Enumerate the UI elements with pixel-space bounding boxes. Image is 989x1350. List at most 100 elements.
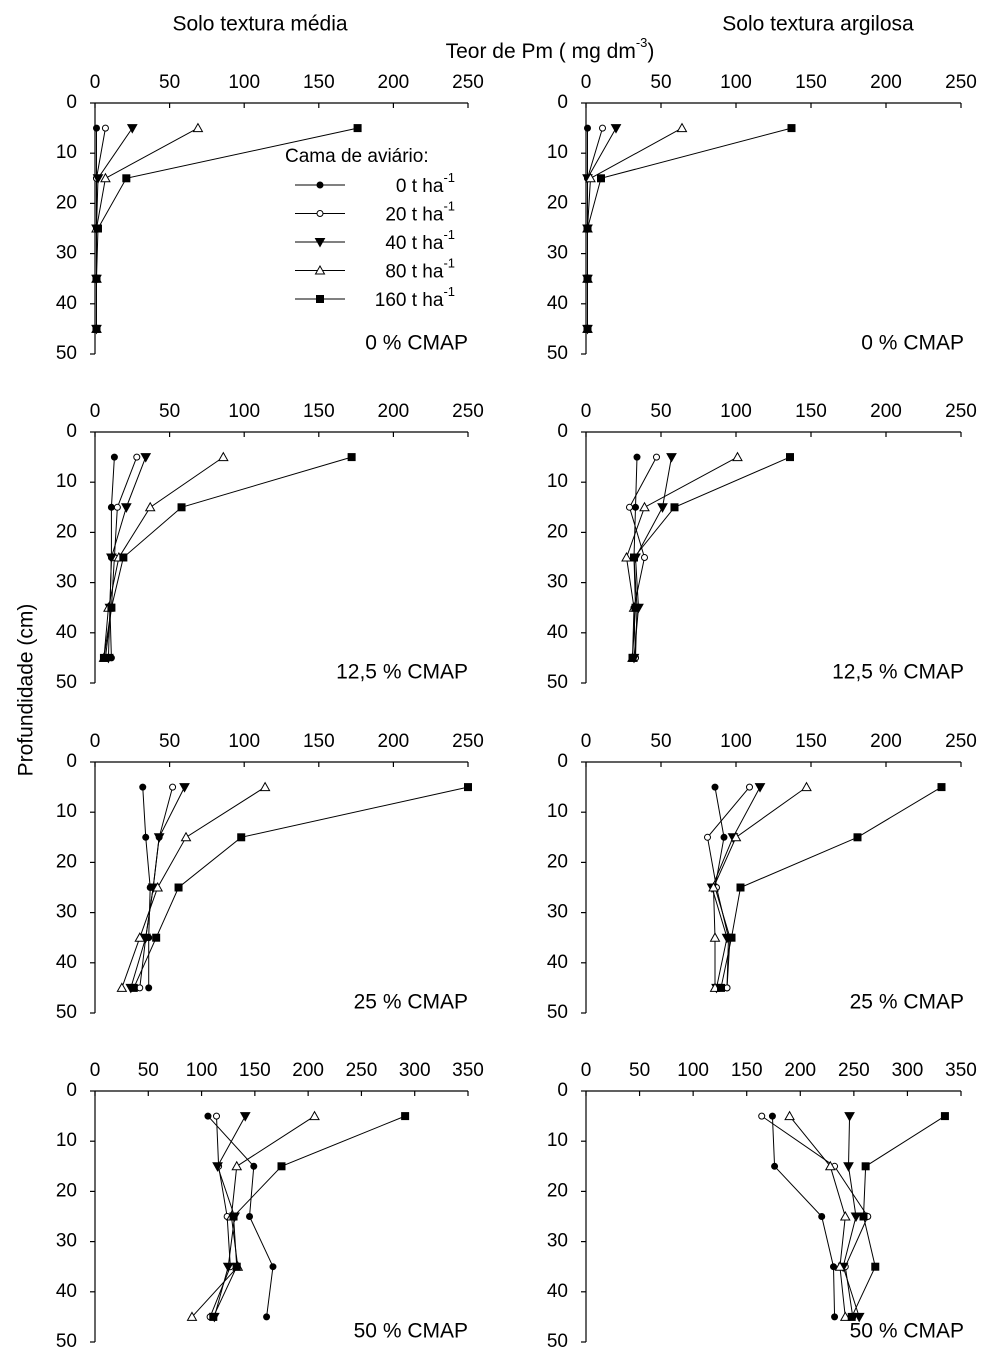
marker [259,781,271,792]
x-tick-label: 200 [784,1060,816,1081]
series-line [212,1115,406,1318]
marker [140,933,152,944]
marker [736,883,745,892]
y-tick-label: 20 [56,1180,77,1201]
x-tick-label: 250 [945,401,977,422]
y-tick-label: 0 [66,421,77,442]
marker [771,1162,779,1170]
marker [347,453,356,462]
x-tick-label: 200 [378,401,410,422]
x-tick-label: 250 [452,731,484,752]
marker [316,210,324,217]
y-tick-label: 20 [547,192,568,213]
x-tick-label: 0 [581,401,592,422]
y-tick-label: 50 [547,1002,568,1023]
panel-annotation: 12,5 % CMAP [336,661,468,684]
x-tick-label: 250 [838,1060,870,1081]
legend-label: 0 t ha-1 [396,170,455,197]
marker [839,1210,851,1221]
legend-label: 20 t ha-1 [385,199,455,226]
x-tick-label: 100 [228,401,260,422]
x-tick-label: 200 [378,72,410,93]
y-tick-label: 50 [547,1331,568,1350]
marker [818,1213,826,1220]
series-line [191,1115,315,1318]
x-tick-label: 50 [650,401,671,422]
marker [839,1311,851,1321]
x-tick-label: 300 [892,1060,924,1081]
marker [937,783,946,792]
marker [632,503,639,511]
x-tick-label: 150 [303,731,335,752]
marker [99,653,108,662]
marker [859,1212,868,1221]
x-tick-label: 200 [870,72,902,93]
marker [657,503,668,513]
marker [940,1112,949,1121]
series-line [103,456,352,658]
series-line [587,127,617,329]
y-tick-label: 40 [547,1281,568,1302]
marker [585,172,596,183]
marker [250,1162,258,1170]
marker [144,501,156,512]
series-line [771,1116,836,1317]
series-line [720,786,942,989]
y-tick-label: 0 [66,92,77,113]
panel-annotation: 12,5 % CMAP [832,661,964,684]
marker [670,503,679,512]
marker [641,554,648,561]
marker [92,324,101,333]
marker [309,1110,320,1121]
marker [92,274,101,283]
y-tick-label: 10 [547,1130,568,1151]
marker [133,453,141,461]
marker [708,881,719,892]
y-tick-label: 10 [56,471,77,492]
marker [801,781,812,792]
marker [212,1162,223,1172]
marker [633,453,641,461]
marker [831,1313,839,1321]
x-tick-label: 150 [795,72,827,93]
x-tick-label: 100 [720,731,752,752]
marker [246,1213,254,1220]
marker [711,783,719,791]
y-tick-label: 20 [547,521,568,542]
marker [126,124,138,134]
marker [639,501,650,512]
x-tick-label: 250 [346,1060,378,1081]
marker [222,1262,234,1273]
marker [152,933,161,942]
marker [110,453,118,461]
y-tick-label: 50 [547,343,568,364]
y-tick-label: 10 [56,142,77,163]
x-tick-label: 50 [159,731,180,752]
x-tick-label: 50 [650,72,671,93]
panel-annotation: 50 % CMAP [354,1320,468,1343]
marker [704,833,711,841]
marker [237,833,246,842]
legend-label: 40 t ha-1 [385,227,455,254]
marker [314,238,326,248]
marker [129,983,138,992]
series-line [633,457,672,658]
marker [120,503,132,513]
marker [229,1212,238,1221]
y-tick-label: 0 [557,421,568,442]
y-tick-label: 0 [557,751,568,772]
marker [610,124,622,134]
x-tick-label: 250 [452,72,484,93]
marker [269,1263,277,1271]
y-tick-label: 50 [56,1331,77,1350]
x-tick-label: 200 [378,731,410,752]
y-tick-label: 20 [56,521,77,542]
marker [584,124,591,132]
series-line [587,127,792,329]
marker [630,553,638,562]
y-tick-label: 30 [56,572,77,593]
marker [122,174,131,183]
x-tick-label: 0 [90,72,101,93]
x-tick-label: 50 [629,1060,650,1081]
y-tick-label: 50 [547,672,568,693]
